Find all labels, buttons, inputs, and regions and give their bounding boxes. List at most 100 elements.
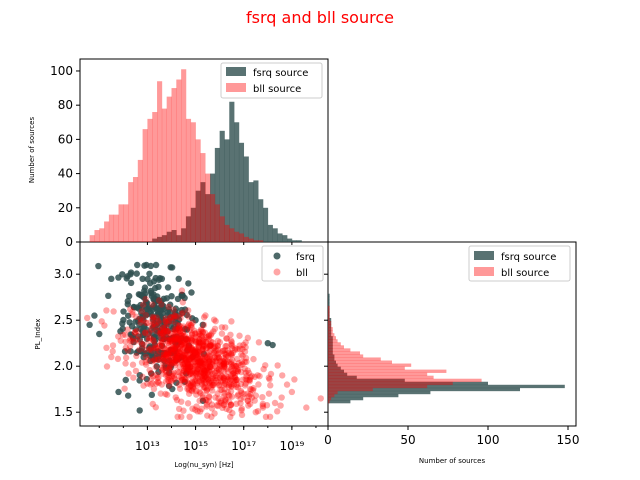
scatter-point-bll: [232, 362, 240, 370]
scatter-point-bll: [127, 335, 134, 342]
scatter-point-bll: [192, 371, 200, 379]
scatter-point-bll: [184, 307, 192, 314]
scatter-point-bll: [205, 352, 212, 359]
scatter-point-bll: [193, 368, 201, 375]
scatter-point-bll: [220, 374, 227, 381]
scatter-point-bll: [229, 357, 236, 364]
scatter-point-bll: [218, 373, 225, 380]
scatter-point-fsrq: [169, 385, 176, 393]
top-hist-bar-fsrq: [272, 228, 278, 242]
scatter-point-bll: [221, 381, 228, 388]
scatter-point-bll: [198, 372, 205, 380]
scatter-point-bll: [170, 372, 177, 379]
scatter-point-fsrq: [182, 336, 190, 343]
scatter-point-bll: [169, 359, 176, 367]
top-hist-bar-bll: [214, 204, 220, 242]
scatter-point-bll: [220, 358, 227, 365]
top-hist-bar-bll: [118, 204, 124, 242]
scatter-point-bll: [160, 365, 167, 372]
scatter-point-bll: [219, 404, 226, 412]
scatter-point-bll: [228, 341, 235, 348]
scatter-point-bll: [184, 337, 191, 344]
scatter-point-bll: [187, 347, 194, 354]
scatter-point-bll: [192, 333, 200, 341]
scatter-point-bll: [213, 377, 220, 384]
scatter-point-bll: [178, 337, 185, 344]
scatter-point-bll: [227, 401, 234, 409]
scatter-point-bll: [203, 387, 210, 394]
scatter-point-bll: [291, 376, 298, 383]
scatter-point-bll: [209, 375, 216, 382]
scatter-point-bll: [180, 324, 187, 332]
scatter-point-bll: [170, 359, 178, 367]
scatter-point-bll: [188, 324, 195, 331]
scatter-point-bll: [227, 401, 235, 408]
scatter-point-bll: [171, 336, 178, 344]
top-hist-bar-fsrq: [282, 235, 288, 242]
right-hist-bar-fsrq: [328, 360, 336, 364]
scatter-point-bll: [178, 332, 185, 340]
scatter-point-bll: [167, 376, 175, 384]
scatter-point-bll: [278, 394, 285, 401]
right-hist-bar-fsrq: [328, 387, 520, 392]
scatter-point-fsrq: [134, 261, 141, 269]
scatter-point-bll: [194, 357, 201, 365]
scatter-point-bll: [169, 370, 176, 378]
scatter-point-bll: [187, 344, 195, 351]
scatter-point-bll: [164, 320, 171, 328]
scatter-point-bll: [246, 400, 254, 408]
scatter-point-bll: [200, 338, 207, 346]
right-hist-bar-fsrq: [328, 299, 330, 304]
scatter-point-fsrq: [130, 304, 138, 311]
scatter-point-bll: [139, 317, 147, 324]
scatter-point-bll: [147, 370, 155, 377]
scatter-point-bll: [228, 382, 235, 389]
top-hist-bar-fsrq: [176, 235, 182, 242]
scatter-point-bll: [186, 370, 194, 378]
scatter-point-bll: [200, 321, 208, 329]
scatter-point-bll: [125, 370, 132, 377]
scatter-point-bll: [193, 403, 200, 410]
scatter-point-bll: [201, 353, 209, 360]
scatter-point-bll: [194, 349, 202, 356]
scatter-point-bll: [155, 374, 162, 381]
right-hist-bar-fsrq: [328, 366, 341, 370]
scatter-point-bll: [205, 393, 213, 401]
scatter-point-bll: [210, 316, 218, 323]
scatter-point-bll: [175, 373, 183, 380]
scatter-point-bll: [198, 369, 205, 376]
scatter-point-bll: [181, 345, 188, 352]
scatter-point-bll: [204, 371, 212, 378]
scatter-point-fsrq: [175, 312, 182, 319]
scatter-point-bll: [222, 396, 230, 404]
scatter-point-bll: [190, 327, 198, 334]
scatter-point-bll: [178, 337, 185, 344]
scatter-point-bll: [205, 332, 213, 340]
scatter-point-bll: [211, 410, 218, 417]
right-hist-bar-fsrq: [328, 351, 333, 355]
scatter-point-bll: [180, 368, 187, 375]
scatter-legend: fsrq bll: [261, 245, 324, 282]
scatter-point-fsrq: [155, 296, 162, 304]
right-hist-bar-bll: [328, 384, 428, 389]
scatter-point-bll: [199, 340, 207, 347]
scatter-point-bll: [215, 351, 222, 358]
scatter-point-bll: [198, 332, 206, 340]
scatter-point-bll: [193, 350, 200, 357]
top-hist-bar-fsrq: [291, 240, 297, 242]
scatter-point-fsrq: [155, 356, 162, 363]
scatter-point-bll: [265, 390, 273, 397]
scatter-point-bll: [201, 384, 208, 391]
scatter-point-bll: [199, 343, 206, 350]
scatter-point-bll: [195, 343, 203, 351]
scatter-point-fsrq: [184, 346, 191, 354]
scatter-point-fsrq: [139, 340, 146, 348]
scatter-point-bll: [243, 372, 250, 380]
top-hist-bar-bll: [195, 139, 201, 242]
scatter-point-bll: [244, 334, 252, 342]
scatter-point-bll: [220, 363, 228, 371]
scatter-point-bll: [180, 351, 187, 359]
scatter-point-bll: [196, 359, 203, 367]
scatter-point-bll: [213, 347, 220, 355]
scatter-point-bll: [184, 359, 191, 366]
